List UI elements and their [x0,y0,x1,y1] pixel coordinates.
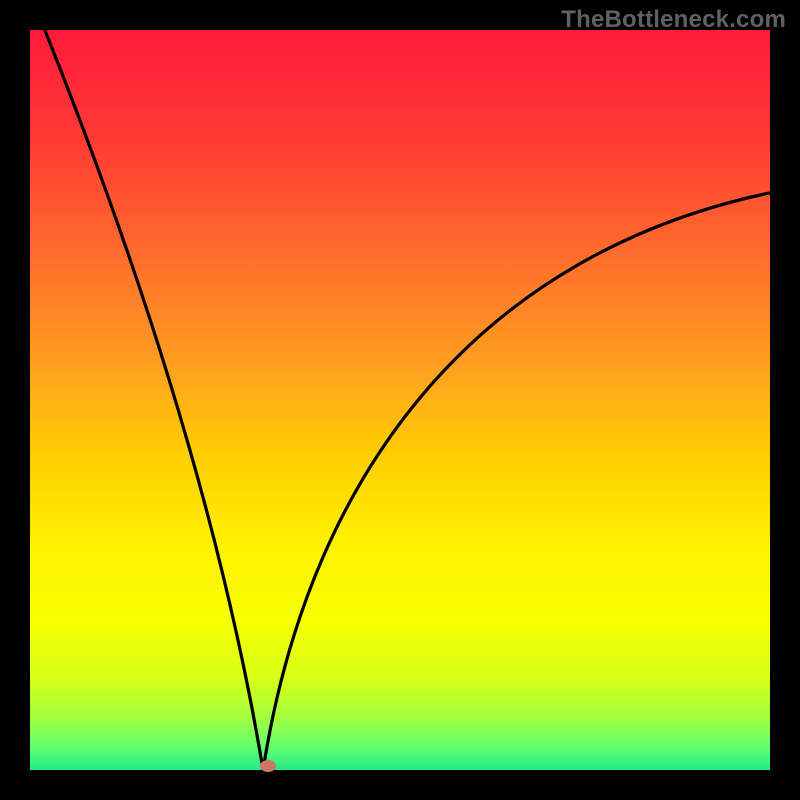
optimum-marker [260,760,276,772]
bottleneck-chart [30,30,770,770]
chart-frame: TheBottleneck.com [0,0,800,800]
chart-background [30,30,770,770]
